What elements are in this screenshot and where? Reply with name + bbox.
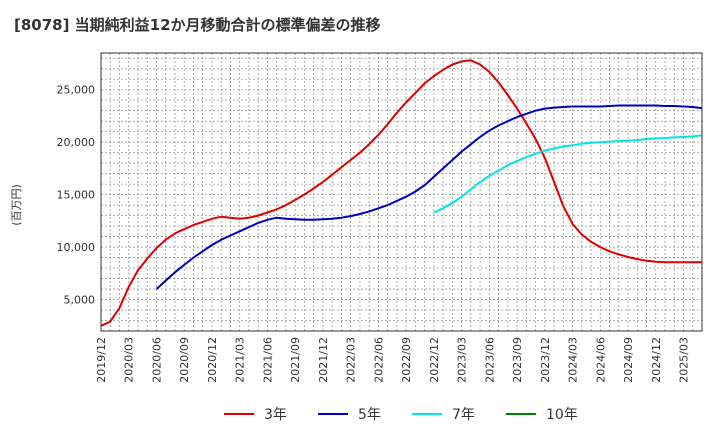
x-tick-label: 2019/12 (95, 337, 108, 383)
x-tick-label: 2024/03 (567, 337, 580, 383)
plot-frame (100, 52, 703, 332)
y-axis-label: (百万円) (10, 184, 23, 226)
series-line-3 (433, 134, 703, 214)
legend-label-4: 10年 (546, 407, 578, 423)
x-tick-label: 2021/09 (289, 337, 302, 383)
x-tick-label: 2020/03 (123, 337, 136, 383)
x-tick-label: 2023/03 (456, 337, 469, 383)
x-tick-label: 2020/06 (150, 337, 163, 383)
chart-title: [8078] 当期純利益12か月移動合計の標準偏差の推移 (14, 16, 381, 34)
x-tick-label: 2020/12 (206, 337, 219, 383)
x-tick-label: 2025/03 (678, 337, 691, 383)
y-tick-label: 5,000 (64, 294, 96, 307)
x-tick-label: 2022/03 (345, 337, 358, 383)
y-tick-label: 15,000 (57, 189, 96, 202)
y-tick-label: 20,000 (57, 136, 96, 149)
series-line-1 (100, 59, 702, 327)
legend-label-1: 3年 (264, 407, 287, 423)
x-tick-label: 2024/06 (594, 337, 607, 383)
plot-area (101, 53, 702, 331)
x-tick-labels: 2019/12 2020/03 2020/06 2020/09 2020/12 2021/… (95, 337, 691, 383)
x-tick-label: 2021/03 (234, 337, 247, 383)
legend-label-3: 7年 (452, 407, 475, 423)
x-tick-label: 2022/09 (400, 337, 413, 383)
y-tick-label: 10,000 (57, 241, 96, 254)
series-lines (100, 59, 703, 327)
x-tick-label: 2021/12 (317, 337, 330, 383)
x-tick-label: 2023/12 (539, 337, 552, 383)
x-tick-label: 2022/12 (428, 337, 441, 383)
x-tick-label: 2020/09 (178, 337, 191, 383)
series-line-2 (155, 104, 703, 290)
y-tick-label: 25,000 (57, 84, 96, 97)
x-tick-label: 2021/06 (261, 337, 274, 383)
x-tick-label: 2022/06 (372, 337, 385, 383)
x-tick-label: 2023/09 (511, 337, 524, 383)
x-tick-label: 2024/09 (622, 337, 635, 383)
legend: 3年 5年 7年 10年 (224, 407, 578, 423)
legend-label-2: 5年 (358, 407, 381, 423)
grid-lines (101, 53, 702, 331)
y-tick-labels: 5,000 10,000 15,000 20,000 25,000 (57, 84, 96, 307)
x-tick-label: 2023/06 (483, 337, 496, 383)
x-tick-label: 2024/12 (650, 337, 663, 383)
